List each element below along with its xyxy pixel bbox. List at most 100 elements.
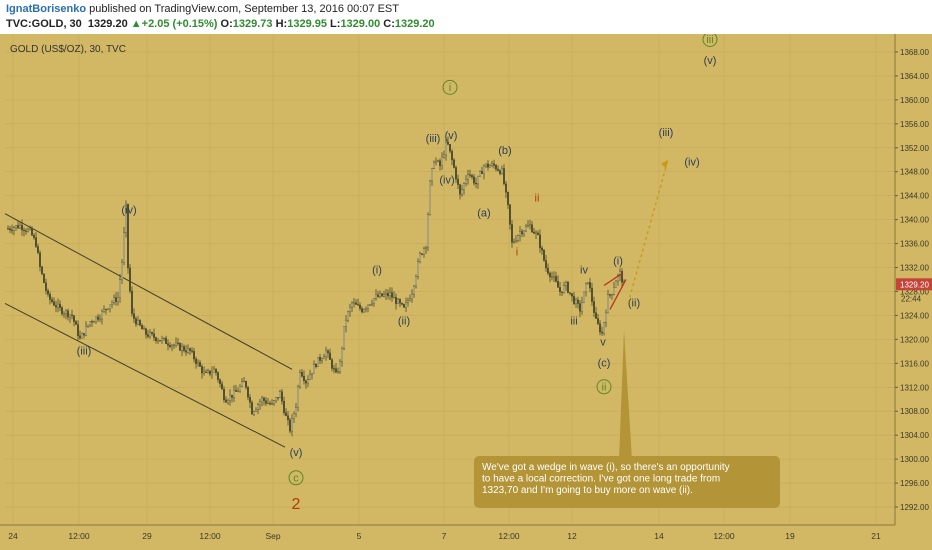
channel-line	[4, 213, 293, 370]
candle-body	[327, 350, 329, 354]
candle-body	[163, 337, 165, 340]
candle-body	[191, 350, 193, 352]
candle-body	[437, 160, 439, 162]
candle-body	[513, 241, 515, 243]
high-label: H:	[275, 18, 288, 30]
publish-info: published on TradingView.com, September …	[89, 3, 399, 15]
candle-body	[533, 231, 535, 234]
candle-body	[321, 358, 323, 361]
y-tick-label: 1344.00	[900, 192, 929, 201]
countdown-label: 22:44	[901, 294, 922, 303]
candle-body	[75, 321, 77, 325]
candle-body	[307, 379, 309, 384]
candle-body	[55, 305, 57, 308]
price-chart[interactable]: (iv) (iii) (v) c 2 (i) (ii) (iii) (v) (iv) i (b) (a)…	[0, 34, 932, 550]
candle-body	[49, 293, 51, 300]
wave-label: (iv)	[121, 205, 136, 217]
candle-body	[143, 328, 145, 330]
low-label: L:	[330, 18, 341, 30]
candle-body	[569, 292, 571, 294]
candle-body	[589, 282, 591, 289]
candle-body	[257, 404, 259, 410]
candle-body	[203, 371, 205, 374]
candle-body	[501, 168, 503, 174]
candle-body	[599, 323, 601, 333]
candle-body	[509, 204, 511, 225]
wave-label: (c)	[598, 357, 611, 369]
candle-body	[557, 281, 559, 288]
candle-body	[335, 368, 337, 373]
wave-label: v	[600, 336, 606, 348]
candle-body	[337, 371, 339, 373]
candle-body	[217, 372, 219, 380]
candle-body	[255, 409, 257, 412]
candle-body	[195, 358, 197, 364]
wave-label: (iii)	[426, 133, 441, 145]
candle-body	[445, 141, 447, 156]
candle-body	[441, 156, 443, 166]
chart-background	[0, 34, 932, 550]
wedge-lines	[603, 272, 627, 310]
x-tick-label: 24	[8, 531, 18, 541]
candle-body	[349, 306, 351, 313]
candle-body	[549, 272, 551, 278]
candle-body	[137, 319, 139, 325]
wave-label: i	[516, 247, 518, 259]
candle-body	[473, 176, 475, 184]
chart-title: GOLD (US$/OZ), 30, TVC	[10, 44, 126, 55]
candle-body	[387, 292, 389, 297]
candle-body	[239, 386, 241, 392]
x-tick-label: 12:00	[199, 531, 221, 541]
candle-body	[323, 356, 325, 360]
y-tick-label: 1328.00	[900, 287, 929, 296]
candle-body	[489, 165, 491, 168]
candle-body	[153, 333, 155, 338]
candle-body	[583, 291, 585, 303]
candle-body	[69, 314, 71, 318]
candle-body	[51, 299, 53, 303]
candle-body	[523, 230, 525, 235]
candle-body	[141, 325, 143, 330]
candle-body	[263, 397, 265, 401]
candle-body	[427, 214, 429, 248]
y-tick-label: 1292.00	[900, 503, 929, 512]
candle-body	[117, 297, 119, 302]
author-link[interactable]: IgnatBorisenko	[6, 3, 87, 15]
y-tick-label: 1304.00	[900, 431, 929, 440]
candle-body	[409, 298, 411, 301]
candle-body	[463, 183, 465, 190]
candle-body	[451, 150, 453, 161]
candle-body	[199, 362, 201, 367]
candle-body	[505, 183, 507, 193]
candle-body	[577, 299, 579, 304]
candle-body	[447, 141, 449, 145]
candle-body	[135, 318, 137, 325]
candle-body	[77, 324, 79, 337]
price-change: +2.05 (+0.15%)	[141, 18, 218, 30]
close-label: C:	[383, 18, 395, 30]
low-value: 1329.00	[340, 18, 381, 30]
callout-text-line: 1323,70 and I'm going to buy more on wav…	[482, 485, 693, 496]
candle-body	[319, 357, 321, 361]
candle-body	[169, 345, 171, 347]
candle-body	[593, 301, 595, 313]
candle-body	[179, 343, 181, 351]
candle-body	[397, 299, 399, 304]
wedge-line	[603, 272, 623, 287]
y-tick-label: 1300.00	[900, 455, 929, 464]
candle-body	[553, 276, 555, 278]
candle-body	[201, 366, 203, 374]
candle-body	[375, 294, 377, 299]
candle-body	[551, 276, 553, 278]
candle-body	[129, 267, 131, 292]
candle-body	[511, 224, 513, 243]
y-tick-label: 1320.00	[900, 335, 929, 344]
candle-body	[563, 285, 565, 293]
candle-body	[377, 294, 379, 298]
wave-label: (a)	[477, 208, 490, 220]
candle-body	[373, 298, 375, 304]
candle-body	[35, 237, 37, 247]
candle-body	[403, 304, 405, 308]
wave-label: iv	[580, 265, 588, 277]
candle-body	[293, 413, 295, 419]
